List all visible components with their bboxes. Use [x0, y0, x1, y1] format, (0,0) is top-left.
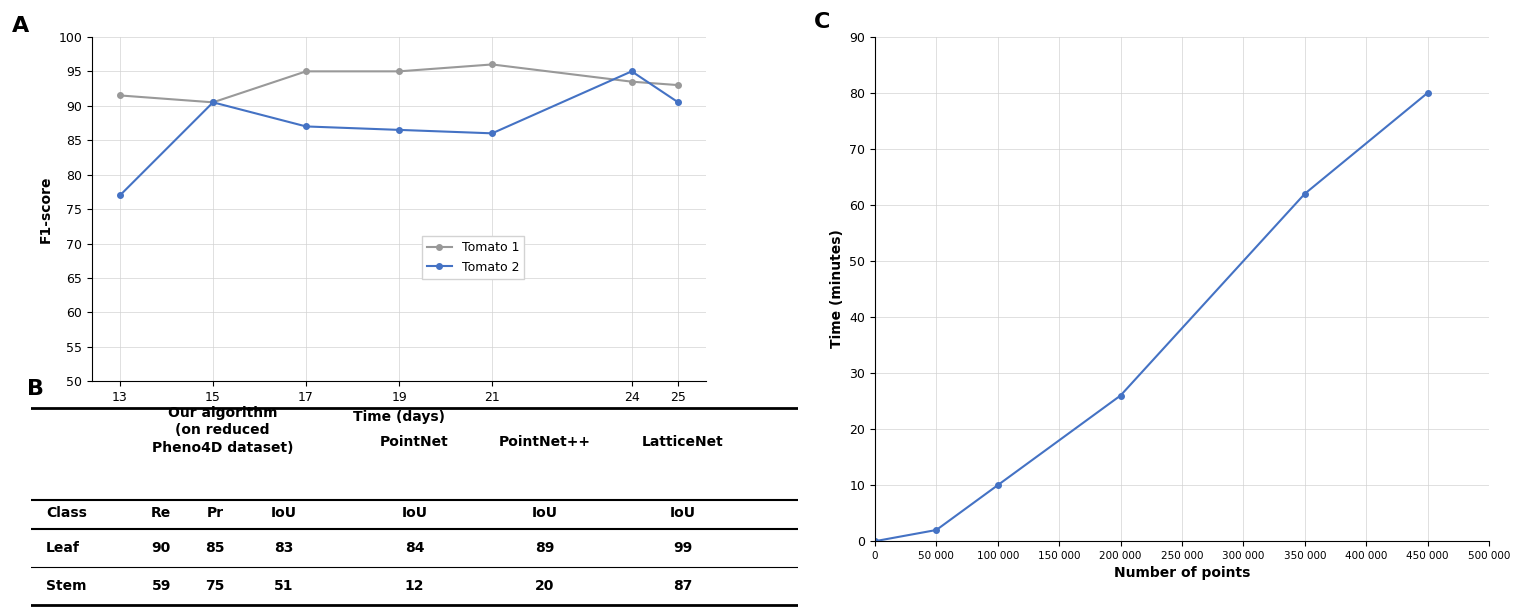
Text: PointNet: PointNet — [381, 435, 448, 448]
Text: 20: 20 — [536, 579, 554, 593]
X-axis label: Time (days): Time (days) — [353, 410, 445, 424]
Text: 87: 87 — [674, 579, 692, 593]
Tomato 2 — [204, 98, 223, 106]
Text: 85: 85 — [206, 541, 224, 555]
Text: Re: Re — [150, 506, 172, 520]
Text: Stem: Stem — [46, 579, 86, 593]
Text: B: B — [28, 379, 45, 399]
Text: 89: 89 — [536, 541, 554, 555]
Text: 51: 51 — [275, 579, 293, 593]
Text: IoU: IoU — [533, 506, 557, 520]
Tomato 1 — [204, 98, 223, 106]
X-axis label: Number of points: Number of points — [1114, 566, 1249, 581]
Tomato 1 — [484, 61, 502, 68]
Tomato 2 — [669, 98, 688, 106]
Text: 90: 90 — [152, 541, 170, 555]
Text: LatticeNet: LatticeNet — [642, 435, 725, 448]
Tomato 1 — [111, 92, 129, 99]
Line: Tomato 2: Tomato 2 — [117, 68, 682, 198]
Y-axis label: Time (minutes): Time (minutes) — [830, 229, 844, 349]
Text: PointNet++: PointNet++ — [499, 435, 591, 448]
Text: IoU: IoU — [402, 506, 427, 520]
Text: Class: Class — [46, 506, 87, 520]
Tomato 2 — [390, 126, 408, 133]
Y-axis label: F1-score: F1-score — [38, 175, 52, 243]
Tomato 2 — [623, 68, 642, 75]
Text: Our algorithm
(on reduced
Pheno4D dataset): Our algorithm (on reduced Pheno4D datase… — [152, 406, 293, 454]
Tomato 1 — [296, 68, 315, 75]
Legend: Tomato 1, Tomato 2: Tomato 1, Tomato 2 — [422, 236, 523, 279]
Text: 59: 59 — [152, 579, 170, 593]
Tomato 1 — [623, 78, 642, 85]
Tomato 2 — [111, 192, 129, 199]
Tomato 2 — [296, 123, 315, 130]
Text: 12: 12 — [405, 579, 424, 593]
Text: 83: 83 — [275, 541, 293, 555]
Text: IoU: IoU — [671, 506, 695, 520]
Text: 84: 84 — [405, 541, 424, 555]
Text: A: A — [12, 16, 29, 36]
Text: 99: 99 — [674, 541, 692, 555]
Text: C: C — [814, 12, 830, 32]
Text: 75: 75 — [206, 579, 224, 593]
Tomato 1 — [669, 81, 688, 89]
Text: Leaf: Leaf — [46, 541, 80, 555]
Text: IoU: IoU — [272, 506, 296, 520]
Line: Tomato 1: Tomato 1 — [117, 62, 682, 105]
Tomato 2 — [484, 130, 502, 137]
Tomato 1 — [390, 68, 408, 75]
Text: Pr: Pr — [206, 506, 224, 520]
